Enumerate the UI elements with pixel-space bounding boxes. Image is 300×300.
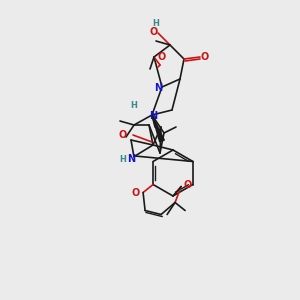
Text: N: N: [154, 83, 162, 93]
Text: O: O: [150, 27, 158, 37]
Text: O: O: [184, 181, 192, 190]
Text: N: N: [149, 111, 157, 121]
Text: H: H: [130, 100, 137, 109]
Text: H: H: [153, 19, 159, 28]
Text: N: N: [127, 154, 135, 164]
Text: O: O: [119, 130, 127, 140]
Text: H: H: [120, 155, 126, 164]
Polygon shape: [152, 115, 164, 142]
Text: O: O: [201, 52, 209, 62]
Text: O: O: [132, 188, 140, 199]
Text: O: O: [158, 52, 166, 62]
